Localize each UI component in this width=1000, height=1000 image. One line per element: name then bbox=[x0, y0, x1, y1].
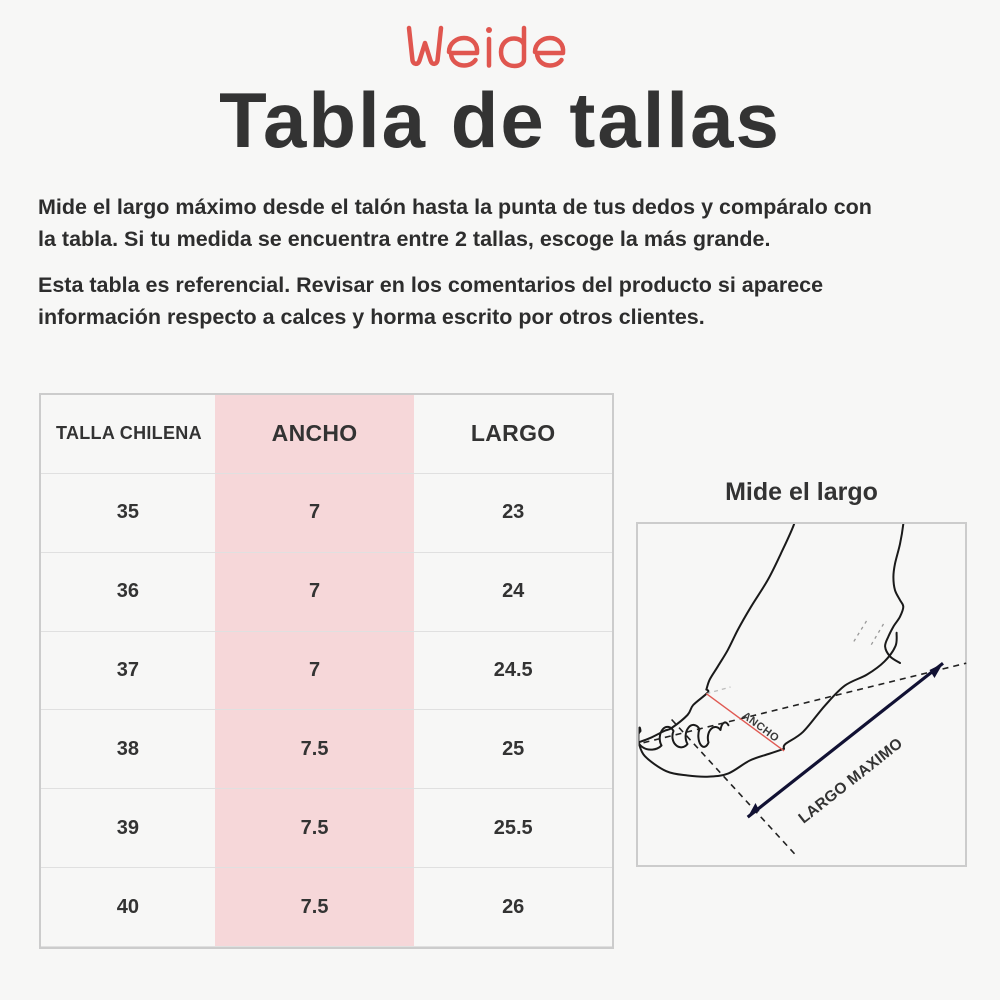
svg-text:ANCHO: ANCHO bbox=[740, 710, 782, 745]
svg-text:LARGO MAXIMO: LARGO MAXIMO bbox=[795, 735, 906, 827]
